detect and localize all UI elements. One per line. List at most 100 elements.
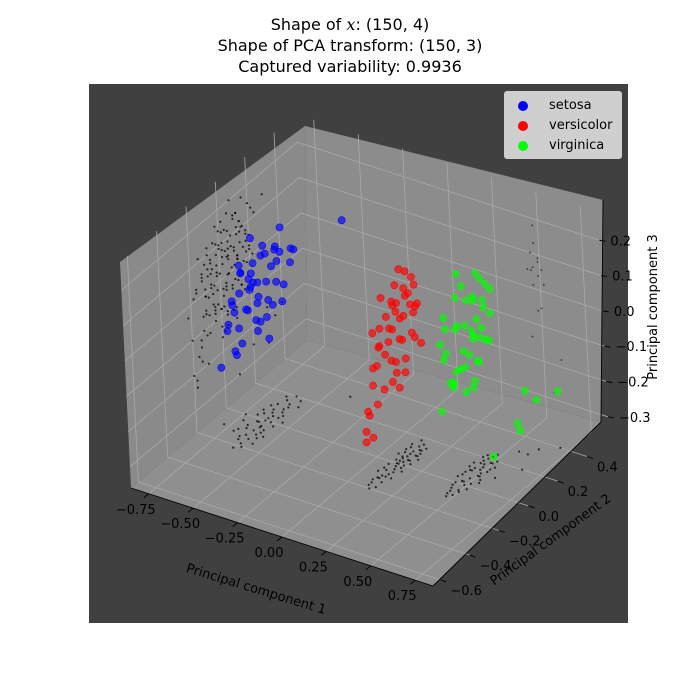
gridline-x-6: [414, 206, 592, 581]
shadow-left-versicolor-47: [225, 281, 228, 284]
shadow-left-versicolor-9: [203, 329, 206, 332]
shadow-left-versicolor-24: [214, 243, 217, 246]
shadow-floor-versicolor-33: [378, 476, 381, 480]
shadow-floor-virginica-11: [450, 486, 453, 489]
point-virginica-32: [516, 426, 525, 435]
point-virginica-18: [471, 269, 479, 278]
shadow-left-setosa-31: [221, 336, 224, 339]
gridline-x-5: [370, 191, 548, 567]
shadow-floor-versicolor-47: [406, 458, 410, 462]
shadow-floor-virginica-2: [472, 461, 476, 464]
chart-title: Shape of x: (150, 4) Shape of PCA transf…: [0, 14, 700, 77]
point-virginica-30: [520, 386, 529, 395]
point-setosa-45: [337, 216, 346, 225]
shadow-floor-virginica-30: [526, 453, 530, 456]
point-virginica-38: [478, 296, 486, 304]
point-virginica-22: [472, 315, 481, 324]
shadow-left-virginica-41: [222, 294, 226, 297]
shadow-left-setosa-36: [248, 247, 251, 251]
z-tick-label-5: 0.2: [610, 234, 631, 249]
shadow-floor-virginica-43: [451, 483, 454, 486]
shadow-left-virginica-17: [226, 309, 229, 313]
shadow-floor-setosa-38: [299, 400, 302, 403]
x-tick-5: [365, 565, 372, 571]
gridline-z-5: [121, 141, 600, 291]
point-setosa-43: [253, 278, 262, 287]
shadow-floor-virginica-44: [476, 474, 479, 477]
shadow-left-virginica-25: [252, 211, 255, 214]
shadow-floor-virginica-35: [493, 476, 497, 480]
shadow-left-virginica-47: [234, 211, 237, 215]
shadow-floor-versicolor-20: [409, 446, 413, 449]
x-tick-label-6: 0.75: [388, 589, 417, 604]
shadow-floor-virginica-38: [489, 468, 492, 471]
shadow-left-setosa-14: [215, 264, 218, 267]
shadow-floor-setosa-33: [262, 435, 265, 438]
shadow-floor-versicolor-41: [400, 470, 403, 473]
shadow-floor-setosa-36: [295, 395, 298, 398]
shadow-floor-virginica-24: [449, 489, 452, 492]
shadow-floor-setosa-0: [258, 426, 261, 429]
shadow-left-virginica-40: [236, 257, 239, 260]
shadow-left-versicolor-12: [217, 303, 220, 306]
shadow-floor-versicolor-22: [395, 462, 398, 465]
point-versicolor-16: [399, 311, 408, 320]
shadow-left-versicolor-40: [224, 212, 228, 215]
gridline-x-4: [326, 177, 503, 552]
shadow-left-virginica-12: [240, 283, 243, 286]
shadow-left-setosa-27: [219, 231, 222, 234]
shadow-left-versicolor-6: [223, 305, 226, 308]
shadow-left-setosa-45: [260, 193, 263, 196]
point-versicolor-49: [406, 300, 414, 309]
shadow-floor-versicolor-13: [401, 457, 404, 460]
shadow-floor-versicolor-40: [406, 455, 409, 458]
point-versicolor-33: [368, 329, 377, 338]
point-setosa-14: [262, 277, 270, 286]
point-virginica-33: [513, 419, 522, 428]
shadow-left-setosa-15: [209, 262, 212, 265]
gridline-x-1: [192, 134, 370, 509]
gridline-y-2: [185, 206, 500, 531]
shadow-floor-setosa-1: [254, 433, 258, 436]
shadow-floor-setosa-44: [232, 429, 235, 432]
point-versicolor-12: [391, 358, 400, 366]
shadow-floor-virginica-4: [487, 457, 490, 460]
shadow-left-setosa-49: [244, 239, 247, 242]
z-tick-label-1: −0.2: [617, 376, 649, 391]
point-versicolor-40: [394, 265, 403, 274]
shadow-left-virginica-48: [206, 275, 209, 278]
shadow-left-virginica-14: [251, 252, 254, 255]
point-setosa-24: [227, 297, 236, 306]
shadow-left-setosa-32: [191, 339, 194, 342]
shadow-floor-setosa-9: [239, 442, 242, 445]
shadow-left-virginica-5: [220, 307, 223, 311]
z-axis-label: Principal component 3: [646, 234, 661, 379]
point-setosa-46: [217, 363, 226, 372]
shadow-left-versicolor-29: [231, 283, 234, 287]
shadow-floor-setosa-49: [285, 395, 288, 398]
legend-label-virginica: virginica: [549, 138, 605, 153]
z-tick-label-4: 0.1: [612, 270, 633, 285]
shadow-left-versicolor-30: [227, 272, 231, 275]
y-tick-1: [469, 554, 476, 558]
point-versicolor-32: [395, 383, 404, 392]
shadow-left-versicolor-23: [241, 245, 245, 248]
shadow-floor-versicolor-45: [420, 449, 423, 452]
shadow-floor-virginica-23: [478, 475, 481, 478]
point-virginica-25: [485, 285, 494, 293]
z-tick-5: [599, 239, 606, 242]
shadow-left-setosa-39: [187, 317, 190, 320]
shadow-floor-setosa-5: [256, 420, 259, 423]
shadow-floor-virginica-49: [482, 459, 485, 462]
shadow-floor-virginica-22: [481, 455, 485, 459]
shadow-floor-setosa-23: [255, 437, 258, 440]
x-tick-4: [321, 551, 327, 556]
shadow-floor-virginica-31: [559, 446, 562, 449]
shadow-back-virginica-0: [529, 269, 532, 272]
point-virginica-35: [490, 452, 498, 461]
shadow-floor-versicolor-49: [416, 455, 419, 458]
shadow-left-versicolor-16: [220, 255, 224, 259]
point-virginica-37: [449, 383, 458, 392]
shadow-left-virginica-46: [242, 259, 245, 263]
